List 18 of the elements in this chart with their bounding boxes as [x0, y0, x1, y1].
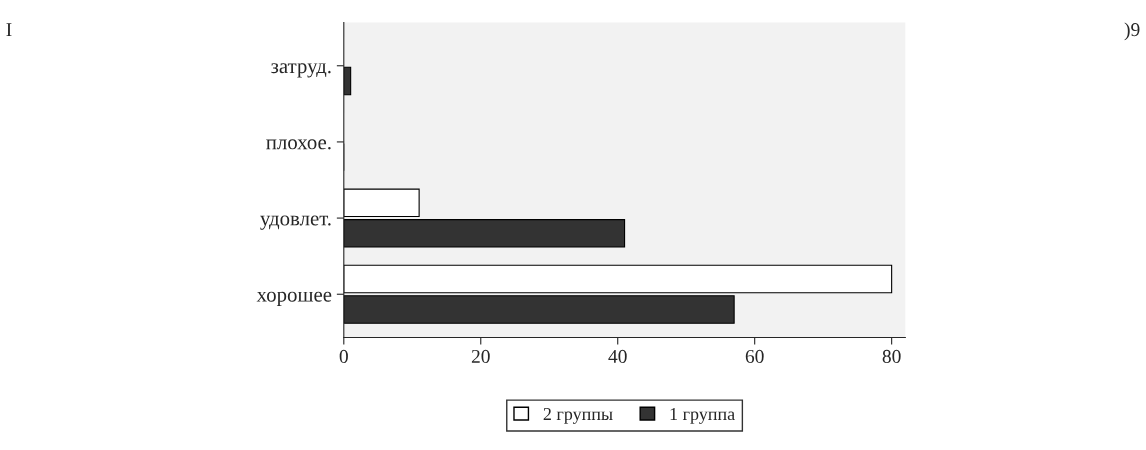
bar: [343, 264, 893, 294]
legend-label: 2 группы: [543, 407, 613, 424]
x-tick-label: 80: [882, 349, 901, 363]
x-tick-label: 0: [339, 349, 348, 363]
x-tick-label: 60: [745, 349, 764, 363]
x-tick-label: 20: [471, 349, 490, 363]
y-tick-label: плохое.: [266, 139, 331, 150]
bar: [343, 295, 735, 324]
y-tick-label: хорошее: [256, 291, 332, 306]
text: I: [6, 23, 12, 36]
x-tick-label: 40: [608, 349, 627, 363]
legend-label: 1 группа: [670, 408, 735, 424]
bar: [343, 66, 352, 96]
bar: [343, 188, 420, 218]
bar: [343, 219, 626, 248]
text: )9: [1124, 22, 1140, 41]
y-tick-label: удовлет.: [260, 215, 331, 230]
y-tick-label: затруд.: [271, 63, 331, 78]
